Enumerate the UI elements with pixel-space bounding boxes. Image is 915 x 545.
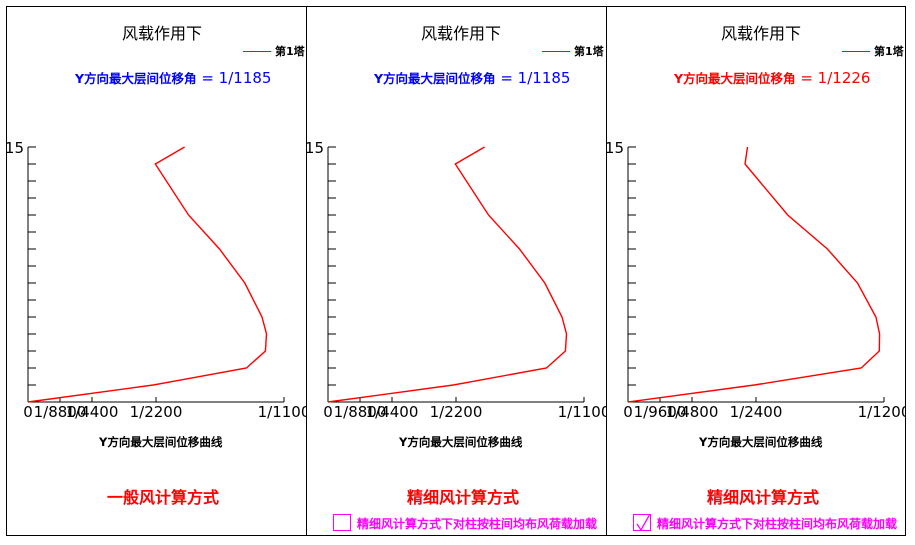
- legend-line-swatch: [243, 51, 271, 52]
- x-tick-label: 1/8800: [34, 403, 87, 421]
- x-tick-label: 1/4400: [366, 403, 419, 421]
- legend-label: 第1塔: [874, 45, 904, 58]
- x-tick-label: 1/1100: [558, 403, 606, 421]
- max-drift-label: Y方向最大层间位移角 = 1/1185: [374, 68, 570, 87]
- x-tick-label: 1/1100: [258, 403, 306, 421]
- x-tick-label: 1/4400: [66, 403, 119, 421]
- y-tick-label: 15: [607, 139, 624, 157]
- column-uniform-wind-checkbox-label[interactable]: 精细风计算方式下对柱按柱间均布风荷载加载: [657, 517, 898, 531]
- x-tick-label: 1/4800: [666, 403, 719, 421]
- chart-panel-refined-wind: 15 0 1/8800 1/4400 1/2200 1/1100 风载作用下 第1塔 Y方…: [307, 6, 606, 536]
- x-tick-label: 1/2400: [730, 403, 783, 421]
- figure-frame: [6, 6, 906, 536]
- column-uniform-wind-checkbox[interactable]: [333, 514, 351, 531]
- x-tick-label: 0: [23, 403, 33, 421]
- chart-title: 风载作用下: [721, 24, 802, 43]
- chart-panel-general-wind: 15 0 1/8800 1/4400 1/2200 1/1100 风载作用下 第1塔 Y方…: [7, 6, 306, 536]
- series-line-tower-1: [27, 146, 268, 403]
- legend-line-swatch: [842, 51, 870, 52]
- x-tick-label: 1/2200: [430, 403, 483, 421]
- legend-line-swatch: [542, 51, 570, 52]
- column-uniform-wind-checkbox-label[interactable]: 精细风计算方式下对柱按柱间均布风荷载加载: [357, 517, 598, 531]
- max-drift-prefix: Y方向最大层间位移角: [75, 71, 197, 86]
- max-drift-prefix: Y方向最大层间位移角: [674, 71, 796, 86]
- series-line-tower-1: [327, 146, 568, 403]
- chart-title: 风载作用下: [122, 24, 203, 43]
- x-tick-label: 1/9600: [634, 403, 687, 421]
- max-drift-label: Y方向最大层间位移角 = 1/1226: [674, 68, 870, 87]
- y-tick-label: 15: [307, 139, 324, 157]
- panel-divider-2: [606, 6, 607, 536]
- calc-method-label: 一般风计算方式: [107, 488, 220, 507]
- calc-method-label: 精细风计算方式: [707, 488, 820, 507]
- x-tick-label: 1/8800: [334, 403, 387, 421]
- x-axis-title: Y方向最大层间位移曲线: [699, 435, 823, 449]
- max-drift-value: = 1/1185: [500, 69, 571, 87]
- calc-method-label: 精细风计算方式: [407, 488, 520, 507]
- max-drift-value: = 1/1226: [800, 69, 871, 87]
- max-drift-value: = 1/1185: [201, 69, 272, 87]
- x-tick-label: 1/2200: [130, 403, 183, 421]
- chart-title: 风载作用下: [421, 24, 502, 43]
- x-tick-label: 1/1200: [858, 403, 906, 421]
- x-tick-label: 0: [623, 403, 633, 421]
- max-drift-prefix: Y方向最大层间位移角: [374, 71, 496, 86]
- legend-label: 第1塔: [275, 45, 305, 58]
- column-uniform-wind-checkbox[interactable]: [633, 514, 651, 532]
- chart-panel-refined-wind-column-load: 15 0 1/9600 1/4800 1/2400 1/1200 风载作用下 第1塔 Y方…: [607, 6, 906, 536]
- legend-label: 第1塔: [574, 45, 604, 58]
- x-axis-title: Y方向最大层间位移曲线: [399, 435, 523, 449]
- checkmark-icon: [636, 515, 651, 532]
- y-tick-label: 15: [7, 139, 24, 157]
- max-drift-label: Y方向最大层间位移角 = 1/1185: [75, 68, 271, 87]
- panel-divider-1: [306, 6, 307, 536]
- series-line-tower-1: [627, 146, 881, 403]
- x-tick-label: 0: [323, 403, 333, 421]
- x-axis-title: Y方向最大层间位移曲线: [99, 435, 223, 449]
